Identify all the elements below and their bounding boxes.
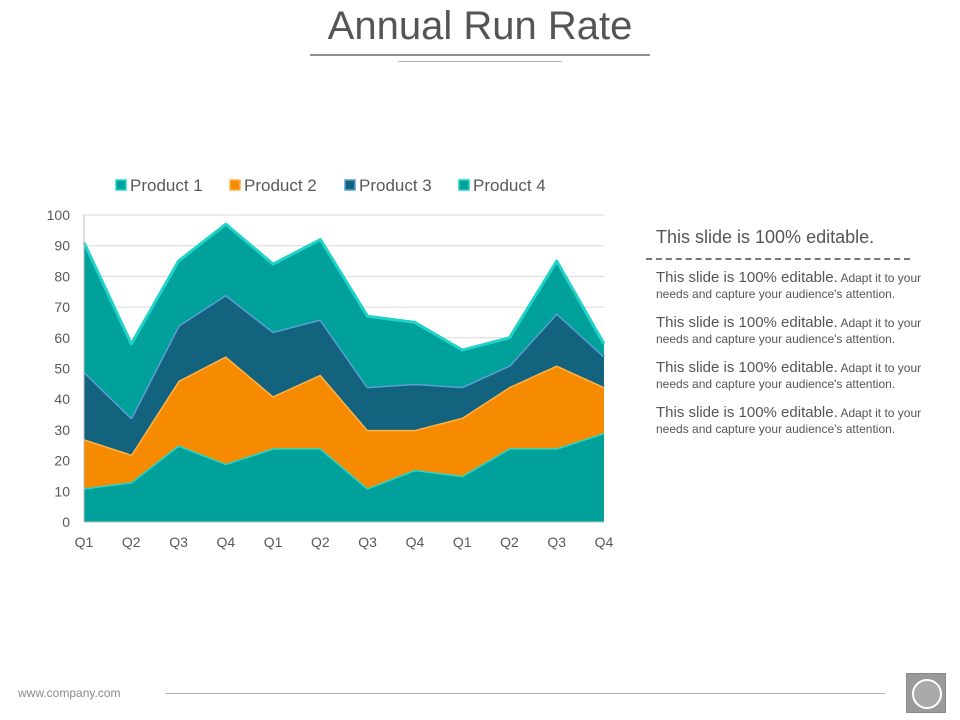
text-item: This slide is 100% editable. Adapt it to… [656,315,931,347]
text-item-body: Adapt it to your needs and capture your … [656,361,922,391]
y-tick-label: 80 [54,268,70,284]
y-tick-label: 60 [54,330,70,346]
legend-item: Product 4 [458,176,546,195]
footer-url: www.company.com [18,686,121,700]
text-item-lead: This slide is 100% editable. [656,404,838,421]
x-tick-label: Q1 [453,534,472,550]
chart-axes: 0 10 20 30 40 50 60 70 80 90 100 Q1 Q2 Q3 Q4 Q1 Q2 Q3 Q4 Q1… [47,207,614,550]
x-tick-label: Q4 [216,534,235,550]
legend-swatch [115,179,127,191]
x-tick-label: Q1 [75,534,94,550]
area-product-3 [84,294,604,455]
circle-icon [912,679,942,709]
legend-label: Product 3 [359,176,432,195]
text-item-body: Adapt it to your needs and capture your … [656,271,922,301]
dashed-divider [646,258,910,260]
legend-item: Product 3 [344,176,432,195]
y-tick-label: 20 [54,453,70,469]
footer-divider [165,693,885,694]
x-tick-label: Q4 [595,534,614,550]
legend-swatch [344,179,356,191]
y-tick-label: 50 [54,361,70,377]
x-tick-label: Q3 [547,534,566,550]
text-item-lead: This slide is 100% editable. [656,314,838,331]
side-text-panel: This slide is 100% editable. This slide … [646,227,931,450]
chart-areas [82,222,606,522]
x-tick-label: Q2 [122,534,141,550]
y-tick-label: 100 [47,207,71,223]
legend-swatch [458,179,470,191]
area-product-1 [84,433,604,522]
x-tick-label: Q3 [358,534,377,550]
legend-swatch [229,179,241,191]
y-tick-label: 0 [62,514,70,530]
slide-nav-button[interactable] [906,673,946,713]
side-heading: This slide is 100% editable. [656,227,875,247]
chart-legend: Product 1 Product 2 Product 3 Product 4 [115,176,546,195]
slide-title: Annual Run Rate [327,4,633,48]
text-item: This slide is 100% editable. Adapt it to… [656,405,931,437]
text-item-body: Adapt it to your needs and capture your … [656,316,922,346]
y-tick-label: 40 [54,391,70,407]
area-product-4 [84,224,604,418]
legend-item: Product 1 [115,176,203,195]
x-tick-label: Q4 [406,534,425,550]
text-item-body: Adapt it to your needs and capture your … [656,406,922,436]
y-tick-label: 90 [54,238,70,254]
x-tick-label: Q2 [500,534,519,550]
text-item: This slide is 100% editable. Adapt it to… [656,360,931,392]
text-item-lead: This slide is 100% editable. [656,359,838,376]
title-underline [310,54,650,56]
legend-label: Product 2 [244,176,317,195]
run-rate-area-chart: Product 1 Product 2 Product 3 Product 4 0 10… [47,176,614,550]
y-tick-label: 30 [54,422,70,438]
legend-label: Product 1 [130,176,203,195]
title-underline-short [398,61,562,62]
y-tick-label: 70 [54,299,70,315]
area-product-2 [84,356,604,489]
x-tick-label: Q1 [264,534,283,550]
legend-label: Product 4 [473,176,546,195]
area-edge-product-4 [82,222,606,352]
legend-item: Product 2 [229,176,317,195]
x-tick-label: Q3 [169,534,188,550]
y-tick-label: 10 [54,483,70,499]
text-item-lead: This slide is 100% editable. [656,269,838,286]
text-item: This slide is 100% editable. Adapt it to… [656,270,931,302]
x-tick-label: Q2 [311,534,330,550]
